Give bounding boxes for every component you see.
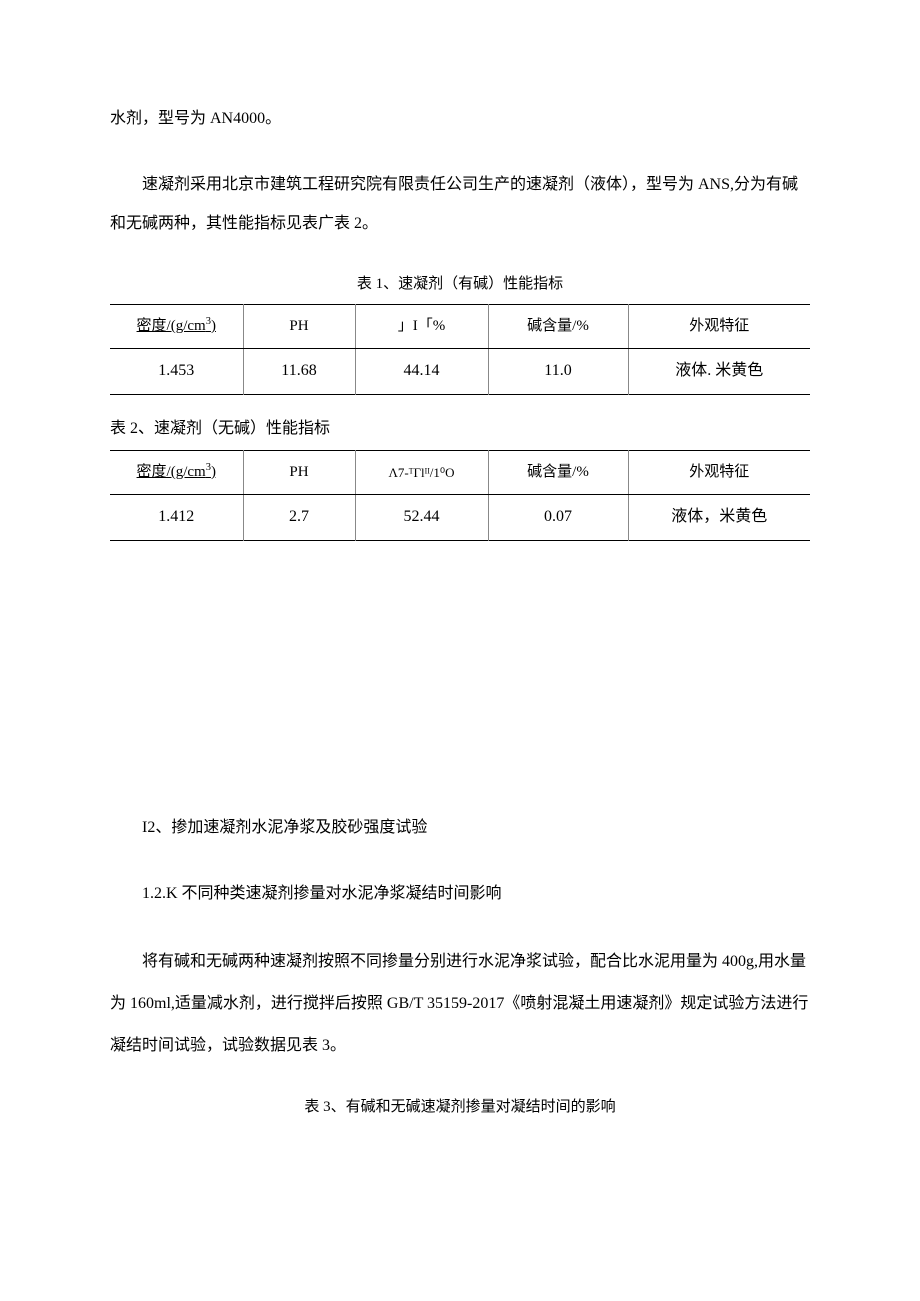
table-3-caption: 表 3、有碱和无碱速凝剂掺量对凝结时间的影响	[110, 1094, 810, 1121]
table-1-r1c1: 1.453	[110, 349, 243, 395]
paragraph-3: I2、掺加速凝剂水泥净浆及胶砂强度试验	[110, 809, 810, 847]
paragraph-1-text: 水剂，型号为 AN4000。	[110, 110, 281, 127]
table-1-r1c3: 44.14	[355, 349, 488, 395]
table-1-h1: 密度/(g/cm3)	[110, 305, 243, 349]
table-2-h4: 碱含量/%	[488, 450, 628, 494]
table-2-r1c2: 2.7	[243, 494, 355, 540]
table-1-caption: 表 1、速凝剂（有碱）性能指标	[110, 271, 810, 298]
table-1-h1-suffix: )	[211, 318, 216, 334]
paragraph-4-text: 1.2.K 不同种类速凝剂掺量对水泥净浆凝结时间影响	[142, 885, 502, 902]
table-1-header-row: 密度/(g/cm3) PH 」I「% 碱含量/% 外观特征	[110, 305, 810, 349]
table-2-caption: 表 2、速凝剂（无碱）性能指标	[110, 415, 810, 444]
table-2-h1-suffix: )	[211, 464, 216, 480]
table-2-r1c5: 液体，米黄色	[628, 494, 810, 540]
paragraph-1: 水剂，型号为 AN4000。	[110, 100, 810, 138]
table-1: 密度/(g/cm3) PH 」I「% 碱含量/% 外观特征 1.453 11.6…	[110, 304, 810, 395]
table-2: 密度/(g/cm3) PH Λ7-ᵀΓlᴵᴵ/1⁰O 碱含量/% 外观特征 1.…	[110, 450, 810, 541]
table-2-h1-prefix: 密度/(g/cm	[137, 464, 206, 480]
table-2-r1c4: 0.07	[488, 494, 628, 540]
table-1-r1c2: 11.68	[243, 349, 355, 395]
table-1-h5: 外观特征	[628, 305, 810, 349]
table-2-h1: 密度/(g/cm3)	[110, 450, 243, 494]
paragraph-2: 速凝剂采用北京市建筑工程研究院有限责任公司生产的速凝剂（液体），型号为 ANS,…	[110, 166, 810, 243]
table-1-h4: 碱含量/%	[488, 305, 628, 349]
table-2-h3: Λ7-ᵀΓlᴵᴵ/1⁰O	[355, 450, 488, 494]
table-1-r1c4: 11.0	[488, 349, 628, 395]
table-2-r1c1: 1.412	[110, 494, 243, 540]
table-1-h2: PH	[243, 305, 355, 349]
table-2-row-1: 1.412 2.7 52.44 0.07 液体，米黄色	[110, 494, 810, 540]
paragraph-3-text: I2、掺加速凝剂水泥净浆及胶砂强度试验	[142, 819, 427, 836]
table-2-header-row: 密度/(g/cm3) PH Λ7-ᵀΓlᴵᴵ/1⁰O 碱含量/% 外观特征	[110, 450, 810, 494]
table-2-h5: 外观特征	[628, 450, 810, 494]
table-2-r1c3: 52.44	[355, 494, 488, 540]
paragraph-4: 1.2.K 不同种类速凝剂掺量对水泥净浆凝结时间影响	[110, 875, 810, 913]
paragraph-2-text: 速凝剂采用北京市建筑工程研究院有限责任公司生产的速凝剂（液体），型号为 ANS,…	[110, 176, 798, 231]
table-2-h2: PH	[243, 450, 355, 494]
table-1-h3: 」I「%	[355, 305, 488, 349]
table-1-row-1: 1.453 11.68 44.14 11.0 液体. 米黄色	[110, 349, 810, 395]
paragraph-5-text: 将有碱和无碱两种速凝剂按照不同掺量分别进行水泥净浆试验，配合比水泥用量为 400…	[110, 953, 808, 1053]
table-1-r1c5: 液体. 米黄色	[628, 349, 810, 395]
table-1-h1-prefix: 密度/(g/cm	[137, 318, 206, 334]
paragraph-5: 将有碱和无碱两种速凝剂按照不同掺量分别进行水泥净浆试验，配合比水泥用量为 400…	[110, 941, 810, 1066]
vertical-spacer-1	[110, 549, 810, 809]
